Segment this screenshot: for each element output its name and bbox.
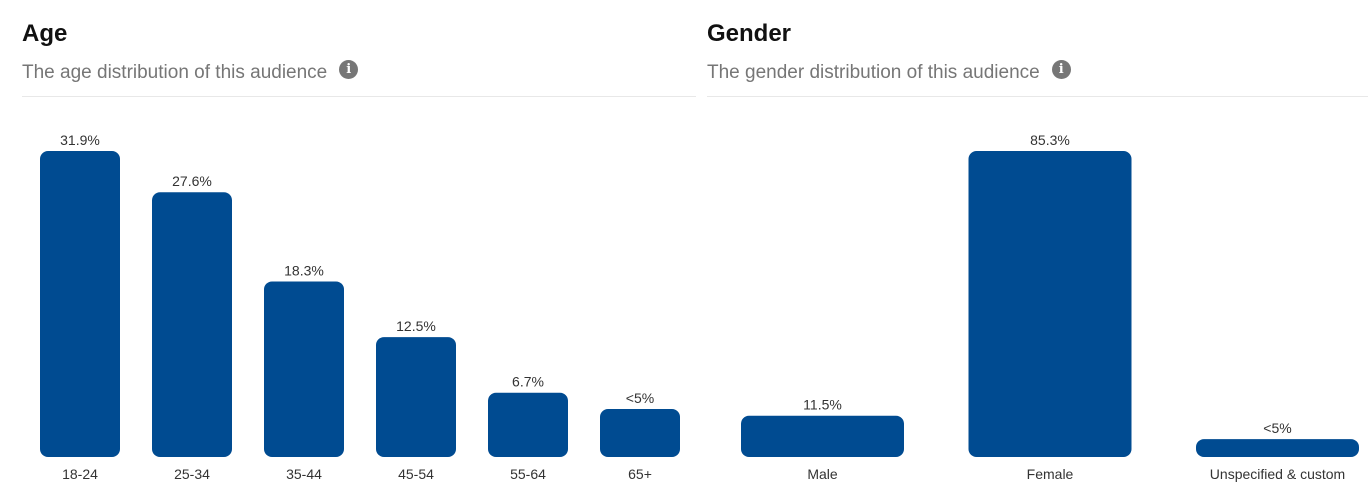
data-label: <5% xyxy=(626,390,654,406)
gender-subtitle: The gender distribution of this audience xyxy=(707,62,1040,83)
divider xyxy=(22,96,696,97)
age-panel: Age The age distribution of this audienc… xyxy=(22,0,696,501)
gender-subtitle-row: The gender distribution of this audience… xyxy=(707,59,1071,84)
data-label: 27.6% xyxy=(172,173,212,189)
divider xyxy=(707,96,1368,97)
bar-18-24 xyxy=(40,151,120,457)
bar-unspecified-custom xyxy=(1196,439,1359,457)
x-tick-label: 18-24 xyxy=(62,466,98,482)
data-label: 6.7% xyxy=(512,374,544,390)
x-tick-label: Male xyxy=(807,466,838,482)
data-label: 11.5% xyxy=(803,397,842,413)
age-subtitle: The age distribution of this audience xyxy=(22,62,328,83)
bar-65- xyxy=(600,409,680,457)
bar-55-64 xyxy=(488,392,568,457)
info-icon[interactable]: i xyxy=(1051,59,1071,79)
info-icon[interactable]: i xyxy=(339,59,359,79)
x-tick-label: Unspecified & custom xyxy=(1210,466,1345,482)
x-tick-label: 25-34 xyxy=(174,466,210,482)
data-label: 12.5% xyxy=(396,318,436,334)
x-tick-label: 35-44 xyxy=(286,466,322,482)
bar-female xyxy=(968,151,1132,457)
age-subtitle-row: The age distribution of this audience i xyxy=(22,59,359,84)
bar-45-54 xyxy=(376,337,456,457)
x-tick-label: 55-64 xyxy=(510,466,546,482)
data-label: 31.9% xyxy=(60,132,100,148)
data-label: <5% xyxy=(1263,420,1291,436)
bar-25-34 xyxy=(152,192,232,457)
data-label: 18.3% xyxy=(284,262,324,278)
bar-male xyxy=(741,415,904,457)
age-title: Age xyxy=(22,20,68,47)
data-label: 85.3% xyxy=(1030,132,1070,148)
bar-35-44 xyxy=(264,281,344,457)
x-tick-label: Female xyxy=(1027,466,1074,482)
x-tick-label: 65+ xyxy=(628,466,652,482)
gender-panel: Gender The gender distribution of this a… xyxy=(707,0,1368,501)
x-tick-label: 45-54 xyxy=(398,466,434,482)
gender-title: Gender xyxy=(707,20,792,47)
